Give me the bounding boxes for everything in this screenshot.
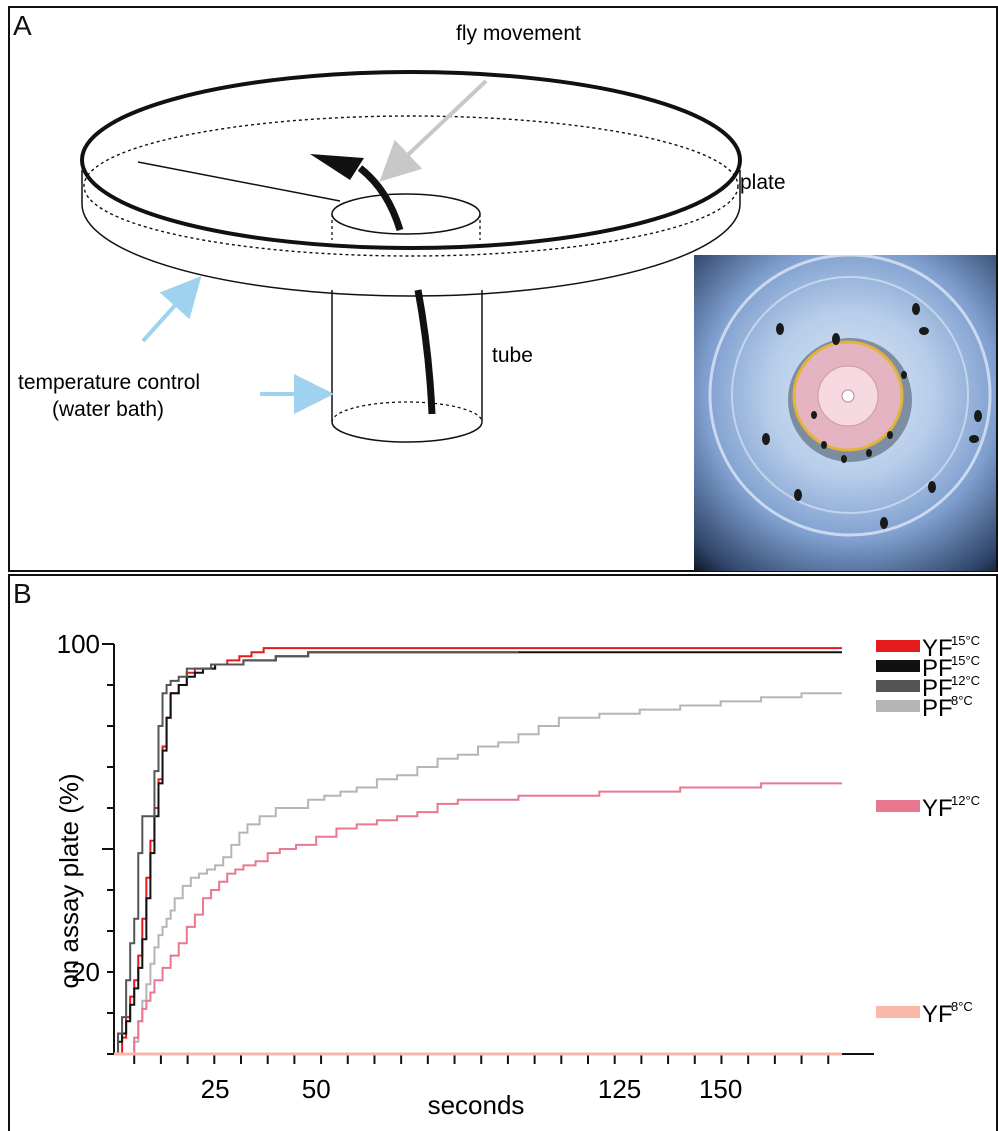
panel-a-letter: A bbox=[13, 10, 32, 41]
legend-swatch bbox=[876, 700, 920, 712]
plate-radius-line bbox=[137, 161, 341, 202]
series-line-yf-4 bbox=[114, 782, 842, 1055]
legend-label: PF bbox=[922, 655, 953, 682]
legend-superscript: 8°C bbox=[951, 999, 973, 1014]
water-bath-label: (water bath) bbox=[52, 398, 164, 421]
y-tick-label: 20 bbox=[71, 957, 100, 987]
series-line-pf-2 bbox=[114, 651, 519, 1055]
legend-superscript: 15°C bbox=[951, 633, 980, 648]
legend-label: YF bbox=[922, 795, 953, 822]
legend-swatch bbox=[876, 1006, 920, 1018]
fly-movement-arrow bbox=[379, 79, 488, 182]
panel-a: A bbox=[8, 6, 998, 572]
fly-path-tube bbox=[414, 289, 436, 415]
panel-b: B 20 100 25 50 125 150 YF 15°C PF 15°C PF 12°C PF 8°… bbox=[8, 574, 998, 1131]
x-axis-label: seconds bbox=[428, 1090, 525, 1120]
apparatus-diagram: fly movement plate tube temperature cont… bbox=[18, 22, 786, 443]
series-line-yf-0 bbox=[114, 647, 842, 1055]
fly-path-plate bbox=[357, 165, 404, 232]
assay-plate-photo bbox=[694, 255, 996, 571]
x-tick-label: 125 bbox=[598, 1074, 641, 1104]
fly-movement-label: fly movement bbox=[456, 22, 581, 45]
y-tick-label: 100 bbox=[57, 629, 100, 659]
water-bath-arrow-plate bbox=[141, 276, 202, 343]
chart-series bbox=[114, 647, 842, 1056]
legend-swatch bbox=[876, 640, 920, 652]
x-tick-label: 150 bbox=[699, 1074, 742, 1104]
tube-label: tube bbox=[492, 344, 533, 367]
legend-label: PF bbox=[922, 695, 953, 722]
series-line-pf-3 bbox=[114, 692, 842, 1055]
legend-superscript: 12°C bbox=[951, 793, 980, 808]
panel-b-letter: B bbox=[13, 578, 32, 609]
legend-superscript: 15°C bbox=[951, 653, 980, 668]
legend-superscript: 8°C bbox=[951, 693, 973, 708]
plate-top-rim bbox=[80, 70, 742, 250]
plate-label: plate bbox=[740, 171, 786, 194]
legend-label: PF bbox=[922, 675, 953, 702]
legend-superscript: 12°C bbox=[951, 673, 980, 688]
legend-label: YF bbox=[922, 635, 953, 662]
legend-swatch bbox=[876, 680, 920, 692]
y-axis-label: on assay plate (%) bbox=[54, 773, 84, 988]
legend-label: YF bbox=[922, 1001, 953, 1028]
tube-bottom bbox=[331, 421, 483, 443]
fly-path-arrowhead bbox=[310, 154, 364, 180]
legend-swatch bbox=[876, 660, 920, 672]
x-tick-label: 25 bbox=[201, 1074, 230, 1104]
legend-swatch bbox=[876, 800, 920, 812]
plate-inner-rim bbox=[83, 115, 739, 257]
x-tick-label: 50 bbox=[302, 1074, 331, 1104]
chart-axes: 20 100 25 50 125 150 bbox=[57, 629, 874, 1104]
temperature-control-label: temperature control bbox=[18, 371, 200, 394]
tube-opening bbox=[331, 193, 481, 235]
series-line-pf-1 bbox=[114, 651, 842, 1055]
